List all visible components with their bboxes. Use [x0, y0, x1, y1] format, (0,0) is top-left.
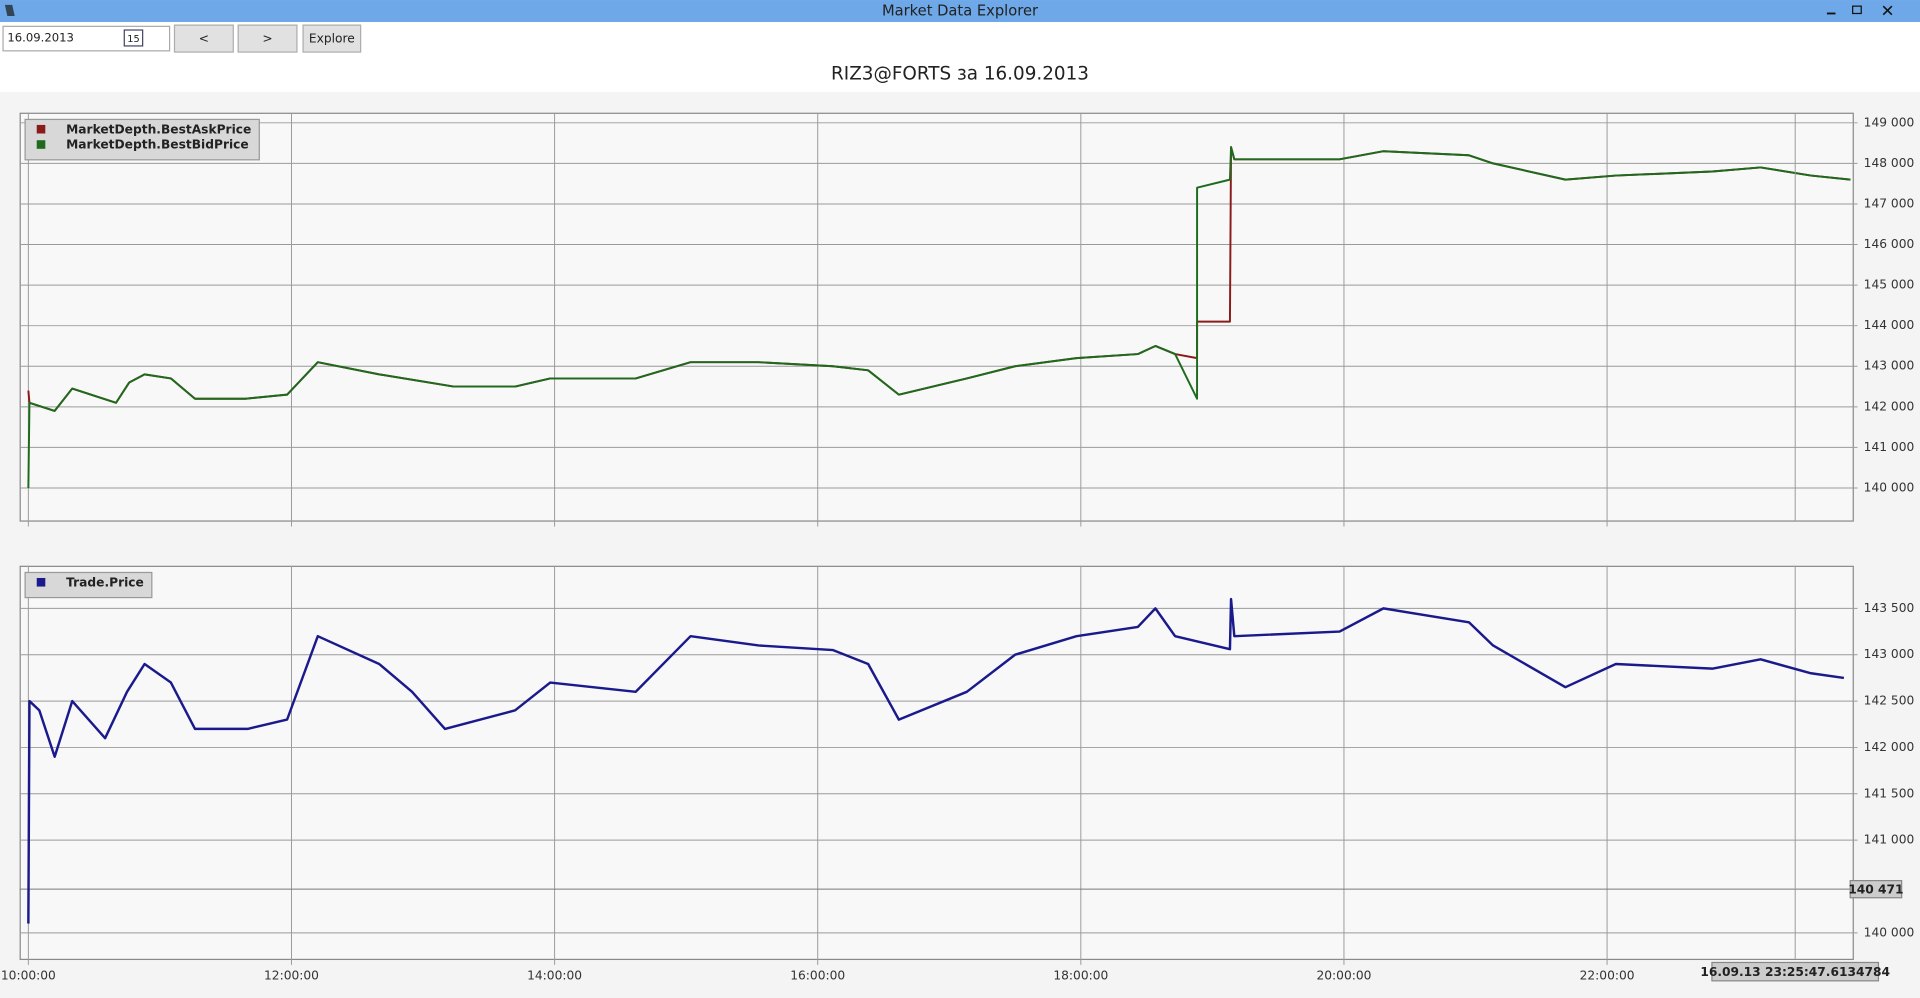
- legend: Trade.Price: [24, 571, 153, 599]
- x-tick-label: 22:00:00: [1580, 968, 1635, 982]
- cursor-y-label: 140 471: [1848, 882, 1903, 896]
- cursor-x-label: 16.09.13 23:25:47.6134784: [1700, 965, 1890, 979]
- window-title: Market Data Explorer: [882, 3, 1039, 20]
- cursor-y-box: [1849, 879, 1903, 899]
- plot-area: [19, 112, 1854, 522]
- y-tick-label: 141 000: [1864, 440, 1915, 454]
- prev-label: <: [199, 32, 209, 46]
- x-tick-label: 10:00:00: [1, 968, 56, 982]
- y-tick-label: 141 500: [1864, 786, 1915, 800]
- x-tick-label: 16:00:00: [790, 968, 845, 982]
- cursor-x-box: [1711, 961, 1880, 982]
- y-tick-label: 142 000: [1864, 399, 1915, 413]
- legend-swatch: [36, 140, 46, 149]
- next-label: >: [262, 32, 272, 46]
- x-tick-label: 14:00:00: [527, 968, 582, 982]
- y-tick-label: 144 000: [1864, 318, 1915, 332]
- restore-button[interactable]: [1852, 5, 1862, 15]
- title-bar: [0, 0, 1920, 23]
- explore-label: Explore: [309, 32, 355, 46]
- app-icon: [4, 4, 15, 16]
- legend-box: [24, 571, 153, 599]
- x-tick-label: 18:00:00: [1053, 968, 1108, 982]
- legend: MarketDepth.BestAskPrice MarketDepth.Best…: [24, 118, 260, 161]
- legend-box: [24, 118, 260, 161]
- y-tick-label: 149 000: [1864, 115, 1915, 129]
- calendar-text: 15: [127, 34, 139, 45]
- y-tick-label: 143 000: [1864, 359, 1915, 373]
- y-tick-label: 147 000: [1864, 196, 1915, 210]
- window-controls[interactable]: [1826, 5, 1893, 16]
- y-tick-label: 142 000: [1864, 740, 1915, 754]
- y-tick-label: 146 000: [1864, 237, 1915, 251]
- close-button[interactable]: [1882, 5, 1893, 16]
- x-tick-label: 20:00:00: [1316, 968, 1371, 982]
- y-tick-label: 145 000: [1864, 278, 1915, 292]
- y-tick-label: 140 000: [1864, 925, 1915, 939]
- price-line: [27, 597, 1845, 924]
- page-heading: RIZ3@FORTS за 16.09.2013: [831, 64, 1089, 85]
- y-tick-label: 148 000: [1864, 156, 1915, 170]
- price-line: [27, 146, 1851, 488]
- y-tick-label: 141 000: [1864, 833, 1915, 847]
- explore-button[interactable]: [302, 24, 362, 53]
- legend-label: MarketDepth.BestBidPrice: [66, 138, 249, 152]
- legend-swatch: [36, 124, 46, 134]
- y-tick-label: 143 500: [1864, 601, 1915, 615]
- legend-label: MarketDepth.BestAskPrice: [66, 122, 251, 136]
- y-tick-label: 140 000: [1864, 480, 1915, 494]
- calendar-button[interactable]: [123, 29, 144, 47]
- plot-area: [19, 565, 1854, 961]
- x-tick-label: 12:00:00: [264, 968, 319, 982]
- legend-swatch: [36, 577, 46, 587]
- prev-button[interactable]: [173, 24, 234, 53]
- date-text: 16.09.2013: [7, 30, 74, 44]
- legend-label: Trade.Price: [66, 575, 144, 589]
- next-button[interactable]: [237, 24, 298, 53]
- y-tick-label: 143 000: [1864, 647, 1915, 661]
- y-tick-label: 142 500: [1864, 694, 1915, 708]
